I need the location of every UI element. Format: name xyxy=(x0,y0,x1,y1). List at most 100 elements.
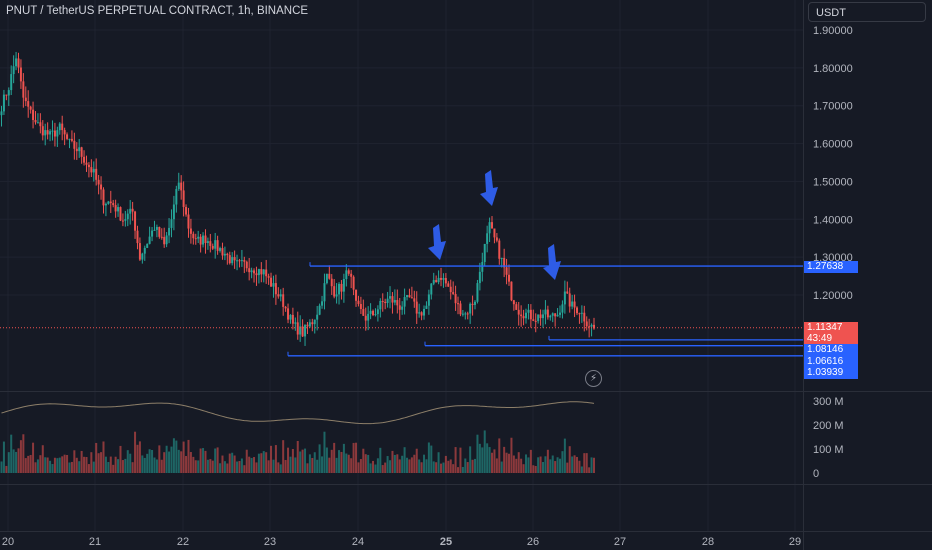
candle-body xyxy=(401,306,404,310)
volume-bar xyxy=(466,462,469,473)
candle-body xyxy=(274,283,277,295)
volume-bar xyxy=(571,456,574,473)
candle-body xyxy=(34,120,37,123)
volume-bar xyxy=(522,464,525,473)
candle-body xyxy=(197,236,200,239)
volume-bar xyxy=(529,449,532,473)
countdown-label: 43:49 xyxy=(804,333,858,345)
volume-bar xyxy=(304,448,307,473)
volume-bar xyxy=(39,455,42,473)
candle-body xyxy=(68,138,71,140)
lightning-bolt-icon[interactable]: ⚡︎ xyxy=(585,370,602,387)
candle-body xyxy=(279,294,282,297)
volume-bar xyxy=(593,457,595,473)
candle-body xyxy=(124,219,127,221)
volume-bar xyxy=(563,438,566,473)
volume-bar xyxy=(163,452,166,473)
candle-body xyxy=(542,314,545,319)
candle-body xyxy=(474,301,477,305)
volume-bar xyxy=(452,464,455,473)
volume-bar xyxy=(141,455,144,473)
volume-bar xyxy=(90,452,93,473)
candle-body xyxy=(126,213,129,220)
candle-body xyxy=(527,309,530,313)
volume-bar xyxy=(588,467,591,473)
volume-bar xyxy=(228,453,231,473)
volume-bar xyxy=(423,454,426,473)
candle-body xyxy=(457,303,460,305)
candle-body xyxy=(155,226,158,230)
candle-body xyxy=(544,309,547,315)
volume-bar xyxy=(231,452,234,473)
volume-bar xyxy=(160,459,163,473)
candle-body xyxy=(51,130,54,132)
volume-bar xyxy=(199,448,202,473)
candle-body xyxy=(22,81,25,98)
candle-body xyxy=(495,237,498,241)
volume-bar xyxy=(442,462,445,473)
volume-bar xyxy=(503,446,506,473)
volume-bar xyxy=(2,441,5,473)
candle-body xyxy=(136,230,139,244)
candle-body xyxy=(272,283,275,287)
price-tick-label: 1.60000 xyxy=(813,139,853,151)
volume-bar xyxy=(359,459,362,473)
price-tick-label: 1.80000 xyxy=(813,63,853,75)
candle-body xyxy=(350,273,353,277)
volume-bar xyxy=(73,450,76,473)
candle-body xyxy=(420,312,423,316)
volume-bar xyxy=(267,460,270,473)
candle-body xyxy=(185,206,188,215)
volume-bar xyxy=(556,457,559,473)
volume-bar xyxy=(36,459,39,473)
candle-body xyxy=(593,324,595,329)
volume-bar xyxy=(253,457,256,473)
candle-body xyxy=(352,276,355,290)
candle-body xyxy=(206,241,209,244)
candle-body xyxy=(520,314,523,317)
volume-bar xyxy=(413,454,416,473)
candle-body xyxy=(97,179,100,185)
volume-bar xyxy=(444,455,447,473)
candle-body xyxy=(189,228,192,234)
volume-bar xyxy=(454,447,457,473)
volume-bar xyxy=(418,459,421,473)
price-label-line-3: 1.06616 xyxy=(804,356,858,368)
volume-bar xyxy=(180,451,183,473)
volume-bar xyxy=(335,457,338,473)
candle-body xyxy=(546,309,549,318)
pane-divider[interactable] xyxy=(0,391,932,392)
volume-bar xyxy=(367,454,370,473)
candle-body xyxy=(391,296,394,303)
candle-body xyxy=(573,301,576,308)
time-tick-label: 26 xyxy=(527,536,539,548)
candle-body xyxy=(92,168,95,173)
candle-body xyxy=(466,313,469,315)
symbol-title[interactable]: PNUT / TetherUS PERPETUAL CONTRACT, 1h, … xyxy=(6,5,309,17)
price-label-line-4: 1.03939 xyxy=(804,367,858,379)
candle-body xyxy=(199,236,202,245)
volume-bar xyxy=(240,458,243,473)
volume-bar xyxy=(129,453,132,473)
volume-bar xyxy=(291,449,294,473)
volume-bar xyxy=(272,459,275,473)
volume-bar xyxy=(32,442,35,473)
pane-divider-bottom[interactable] xyxy=(0,484,932,485)
volume-bar xyxy=(245,449,248,473)
volume-bar xyxy=(374,464,377,473)
candle-body xyxy=(32,109,35,121)
candle-body xyxy=(146,243,149,248)
candle-body xyxy=(90,167,93,173)
volume-bar xyxy=(126,450,129,473)
volume-bar xyxy=(148,449,151,473)
candle-body xyxy=(476,283,479,302)
candle-body xyxy=(452,292,455,294)
candle-body xyxy=(104,203,107,206)
currency-selector[interactable]: USDT xyxy=(808,2,926,22)
candle-body xyxy=(328,273,331,279)
volume-bar xyxy=(532,465,535,473)
volume-bar xyxy=(544,456,547,473)
volume-bar xyxy=(63,454,66,473)
